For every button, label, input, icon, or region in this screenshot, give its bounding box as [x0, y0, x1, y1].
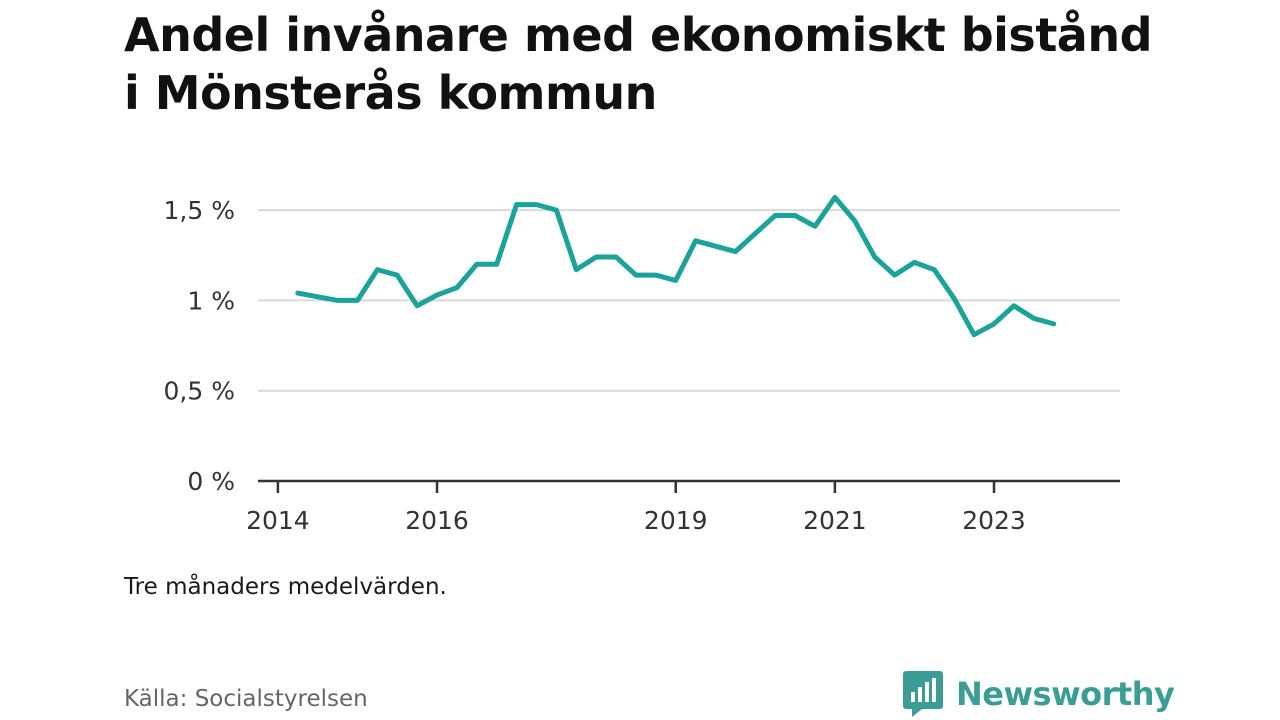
- x-tick-label: 2014: [246, 506, 310, 535]
- chart-note: Tre månaders medelvärden.: [124, 574, 447, 600]
- y-axis-ticks: 0 % 0,5 % 1 % 1,5 %: [164, 196, 235, 496]
- y-tick-label: 1,5 %: [164, 196, 235, 225]
- x-tick-label: 2019: [644, 506, 708, 535]
- series-group: [295, 194, 1057, 338]
- brand-name: Newsworthy: [956, 675, 1175, 713]
- gridlines: [258, 209, 1120, 392]
- line-chart: 0 % 0,5 % 1 % 1,5 % 2014 2016 2019 2021 2023: [164, 194, 1120, 535]
- brand-logo[interactable]: Newsworthy: [902, 670, 1175, 718]
- chart-title: Andel invånare med ekonomiskt bistånd i …: [124, 8, 1153, 120]
- x-axis-ticks: 2014 2016 2019 2021 2023: [246, 481, 1026, 535]
- x-tick-label: 2016: [405, 506, 469, 535]
- source-label: Källa: Socialstyrelsen: [124, 686, 368, 712]
- bar-chart-speech-bubble-icon: [903, 671, 943, 717]
- x-tick-label: 2023: [962, 506, 1026, 535]
- y-tick-label: 0,5 %: [164, 377, 235, 406]
- series-line: [295, 194, 1057, 338]
- y-tick-label: 1 %: [187, 286, 235, 315]
- y-tick-label: 0 %: [187, 467, 235, 496]
- x-tick-label: 2021: [803, 506, 867, 535]
